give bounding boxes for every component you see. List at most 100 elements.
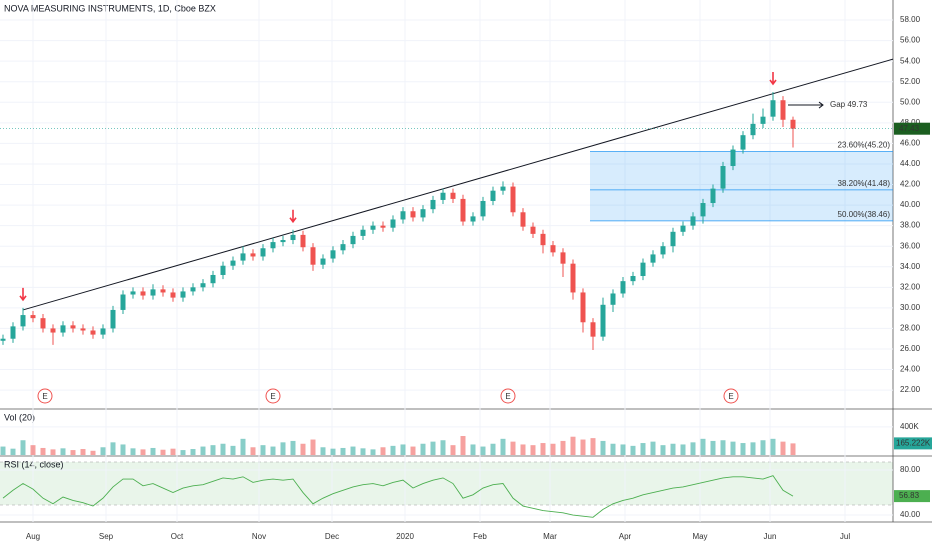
candle-body (460, 198, 466, 222)
volume-bar (590, 438, 596, 455)
candle-body (380, 225, 386, 228)
rsi-title: RSI (14, close) (4, 459, 64, 469)
volume-bar (580, 439, 586, 455)
candle-body (790, 119, 796, 129)
volume-bar (30, 445, 36, 455)
x-tick-label: Sep (99, 532, 114, 541)
candle-body (260, 248, 266, 257)
chart-title: NOVA MEASURING INSTRUMENTS, 1D, Cboe BZX (4, 3, 216, 13)
volume-bar (540, 443, 546, 455)
volume-title: Vol (20) (4, 412, 35, 422)
volume-bar (430, 441, 436, 455)
candle-body (610, 293, 616, 305)
y-tick-label: 28.00 (900, 324, 921, 333)
candle-body (390, 219, 396, 228)
candle-body (760, 116, 766, 124)
volume-bar (150, 447, 156, 455)
volume-bar (90, 450, 96, 455)
volume-bar (370, 449, 376, 455)
volume-bar (0, 446, 6, 455)
gap-label: Gap 49.73 (830, 100, 868, 109)
x-tick-label: Jul (840, 532, 850, 541)
candle-body (410, 211, 416, 218)
volume-bar (410, 446, 416, 455)
volume-bar (170, 448, 176, 455)
candle-body (710, 188, 716, 204)
candle-body (520, 212, 526, 227)
earnings-marker (723, 388, 739, 404)
candle-body (490, 190, 496, 201)
candle-body (240, 253, 246, 261)
candle-body (500, 186, 506, 191)
volume-bar (270, 446, 276, 455)
y-tick-label: 80.00 (900, 465, 921, 474)
y-tick-label: 40.00 (900, 510, 921, 519)
earnings-label: E (728, 392, 733, 401)
volume-bar (200, 446, 206, 455)
volume-bar (490, 443, 496, 455)
candle-body (300, 234, 306, 248)
y-tick-label: 34.00 (900, 262, 921, 271)
volume-bar (500, 438, 506, 455)
candle-body (370, 225, 376, 230)
candle-body (310, 247, 316, 265)
candle-body (130, 291, 136, 295)
signal-arrow (769, 72, 777, 86)
candle-body (730, 149, 736, 167)
y-tick-label: 22.00 (900, 385, 921, 394)
volume-bar (70, 450, 76, 455)
volume-bar (240, 438, 246, 455)
volume-bar (180, 450, 186, 455)
candle-body (70, 325, 76, 329)
candle-body (210, 274, 216, 284)
volume-bar (670, 443, 676, 455)
candle-body (560, 252, 566, 264)
candle-body (20, 315, 26, 327)
candle-body (90, 330, 96, 335)
y-tick-label: 44.00 (900, 159, 921, 168)
candle-body (350, 235, 356, 245)
candle-body (550, 245, 556, 253)
earnings-marker (265, 388, 281, 404)
candle-body (120, 294, 126, 310)
candle-body (620, 281, 626, 294)
volume-bar (770, 438, 776, 455)
gap-arrow (788, 101, 824, 109)
candle-body (580, 292, 586, 323)
candle-body (360, 229, 366, 236)
volume-bar (450, 445, 456, 455)
volume-bar (330, 448, 336, 455)
volume-bar (510, 441, 516, 455)
candle-body (280, 240, 286, 243)
y-tick-label: 26.00 (900, 344, 921, 353)
volume-bar (220, 443, 226, 455)
candle-body (750, 123, 756, 136)
candle-body (740, 135, 746, 150)
candle-body (780, 100, 786, 120)
rsi-tag (894, 490, 930, 503)
candle-body (200, 283, 206, 288)
volume-bar (570, 436, 576, 455)
candle-body (640, 262, 646, 277)
trendline (22, 58, 894, 311)
candle-body (720, 166, 726, 189)
signal-arrow (289, 209, 297, 224)
volume-bar (190, 449, 196, 455)
candle-body (80, 328, 86, 331)
candle-body (160, 289, 166, 293)
volume-bar (440, 440, 446, 455)
candle-body (600, 304, 606, 337)
volume-bar (650, 441, 656, 455)
volume-bar (790, 443, 796, 455)
candle-body (10, 326, 16, 339)
volume-bar (380, 447, 386, 455)
candle-body (340, 244, 346, 251)
candle-body (330, 250, 336, 259)
volume-bar (100, 447, 106, 455)
candle-body (540, 233, 546, 246)
x-tick-label: Dec (325, 532, 339, 541)
fib-zone (590, 151, 893, 221)
volume-bar (520, 444, 526, 455)
